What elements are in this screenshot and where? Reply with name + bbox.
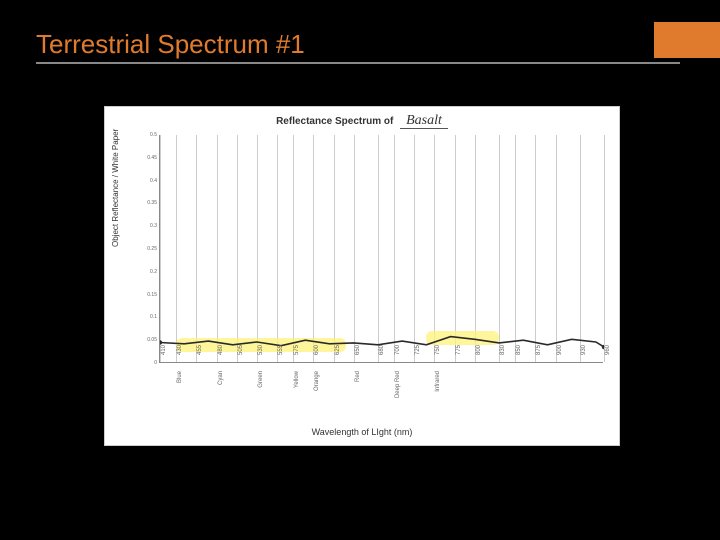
x-color-label: Infrared [435, 371, 441, 411]
x-tick-label: 850 [516, 345, 522, 385]
gridline-vertical [604, 135, 605, 362]
y-tick-label: 0.15 [143, 292, 157, 298]
y-tick-label: 0.45 [143, 155, 157, 161]
y-tick-label: 0.4 [143, 178, 157, 184]
x-color-label: Yellow [294, 371, 300, 411]
x-tick-label: 875 [536, 345, 542, 385]
title-underline [36, 62, 680, 64]
y-tick-label: 0.2 [143, 269, 157, 275]
x-color-label: Red [355, 371, 361, 411]
chart-title: Reflectance Spectrum of Basalt [105, 113, 619, 129]
x-tick-label: 800 [476, 345, 482, 385]
y-tick-label: 0.3 [143, 223, 157, 229]
x-tick-label: 900 [557, 345, 563, 385]
y-tick-label: 0.5 [143, 132, 157, 138]
accent-box [654, 22, 720, 58]
plot-area [159, 135, 603, 363]
x-tick-label: 410 [161, 345, 167, 385]
x-tick-label: 555 [278, 345, 284, 385]
x-tick-label: 505 [238, 345, 244, 385]
slide-title: Terrestrial Spectrum #1 [36, 29, 305, 60]
x-axis-label: Wavelength of LIght (nm) [105, 427, 619, 437]
x-tick-label: 725 [415, 345, 421, 385]
x-color-label: Deep Red [395, 371, 401, 411]
y-tick-label: 0.35 [143, 200, 157, 206]
y-tick-label: 0.05 [143, 337, 157, 343]
chart-container: Reflectance Spectrum of Basalt Object Re… [104, 106, 620, 446]
y-tick-label: 0.25 [143, 246, 157, 252]
x-tick-label: 680 [379, 345, 385, 385]
x-tick-label: 960 [605, 345, 611, 385]
x-tick-label: 625 [335, 345, 341, 385]
x-color-label: Cyan [218, 371, 224, 411]
chart-title-handwritten: Basalt [400, 113, 448, 129]
y-tick-label: 0.1 [143, 314, 157, 320]
x-tick-label: 830 [500, 345, 506, 385]
y-tick-label: 0 [143, 360, 157, 366]
x-tick-label: 930 [581, 345, 587, 385]
chart-title-printed: Reflectance Spectrum of [276, 116, 393, 127]
data-line-svg [160, 135, 604, 363]
x-color-label: Orange [314, 371, 320, 411]
x-color-label: Blue [177, 371, 183, 411]
slide-title-bar: Terrestrial Spectrum #1 [36, 26, 720, 62]
x-tick-label: 455 [197, 345, 203, 385]
x-color-label: Green [258, 371, 264, 411]
y-axis-label: Object Reflectance / White Paper [111, 129, 120, 247]
x-tick-label: 775 [456, 345, 462, 385]
